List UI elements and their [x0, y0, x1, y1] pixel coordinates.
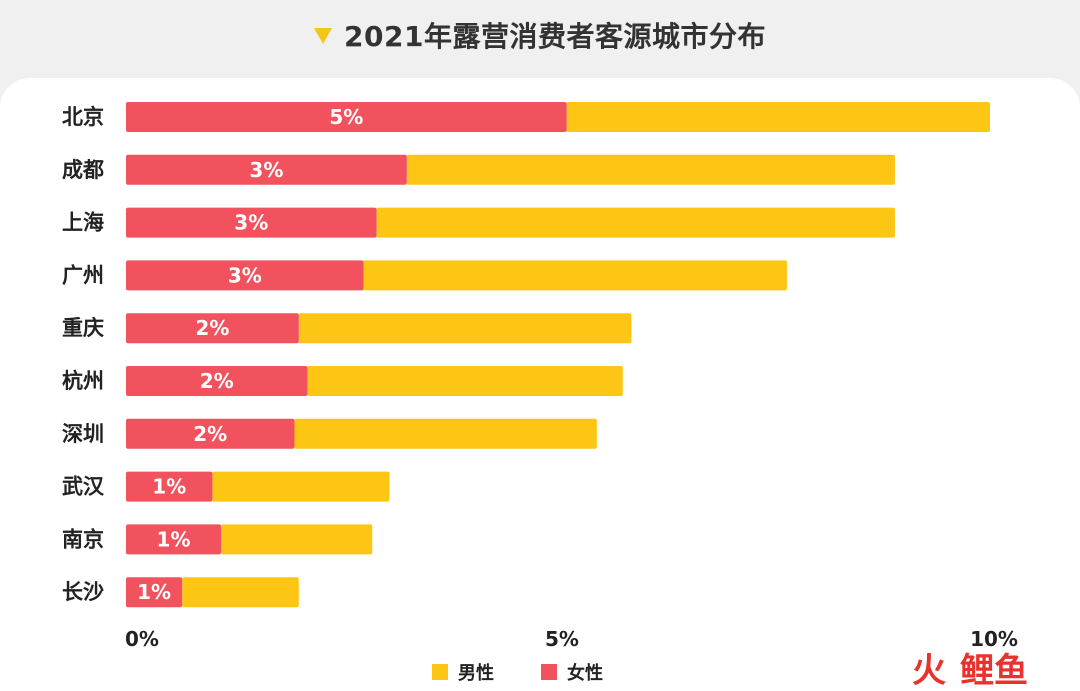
bar-female — [126, 471, 213, 502]
category-label: 杭州 — [62, 369, 104, 393]
triangle-marker-icon — [314, 28, 333, 44]
x-tick-label: 5% — [545, 627, 579, 651]
legend-label: 男性 — [458, 662, 494, 684]
bar-male — [566, 102, 990, 132]
bar-female — [126, 313, 299, 344]
bar-female — [126, 418, 295, 449]
bar-female — [126, 102, 567, 132]
bar-female — [126, 154, 407, 185]
category-label: 成都 — [62, 158, 104, 182]
category-label: 武汉 — [62, 475, 105, 499]
bar-male — [212, 471, 390, 502]
bar-male — [298, 313, 632, 344]
bar-male — [307, 366, 623, 396]
bar-data-label: 2% — [200, 369, 234, 393]
bar-male — [406, 154, 895, 185]
watermark-logo: 火 — [912, 651, 946, 691]
bar-data-label: 5% — [329, 105, 363, 129]
category-label: 长沙 — [62, 580, 104, 604]
category-label: 上海 — [62, 211, 104, 235]
bar-female — [126, 207, 377, 238]
bar-male — [221, 524, 373, 555]
title-bar: 2021年露营消费者客源城市分布 — [0, 0, 1080, 70]
bar-female — [126, 366, 308, 396]
category-label: 北京 — [62, 105, 104, 129]
bar-female — [126, 260, 364, 291]
legend-swatch — [432, 664, 448, 680]
bar-female — [126, 524, 222, 555]
legend-label: 女性 — [567, 662, 603, 684]
category-label: 南京 — [62, 527, 104, 551]
bar-male — [182, 577, 299, 608]
bar-data-label: 1% — [152, 475, 186, 499]
bar-data-label: 3% — [228, 263, 262, 287]
category-label: 深圳 — [62, 422, 104, 446]
bar-data-label: 1% — [157, 527, 191, 551]
legend-swatch — [541, 664, 557, 680]
bar-male — [376, 207, 895, 238]
category-label: 广州 — [62, 263, 104, 287]
bar-data-label: 3% — [234, 211, 268, 235]
category-label: 重庆 — [62, 316, 104, 340]
watermark-logo-text: 鲤鱼 — [960, 651, 1028, 691]
bar-data-label: 3% — [249, 158, 283, 182]
x-tick-label: 0% — [125, 627, 159, 651]
bar-female — [126, 577, 183, 608]
chart-title: 2021年露营消费者客源城市分布 — [344, 20, 766, 53]
bar-data-label: 2% — [193, 422, 227, 446]
bar-male — [294, 418, 597, 449]
bar-data-label: 1% — [137, 580, 171, 604]
bar-male — [363, 260, 787, 291]
x-tick-label: 10% — [970, 627, 1018, 651]
bar-data-label: 2% — [195, 316, 229, 340]
